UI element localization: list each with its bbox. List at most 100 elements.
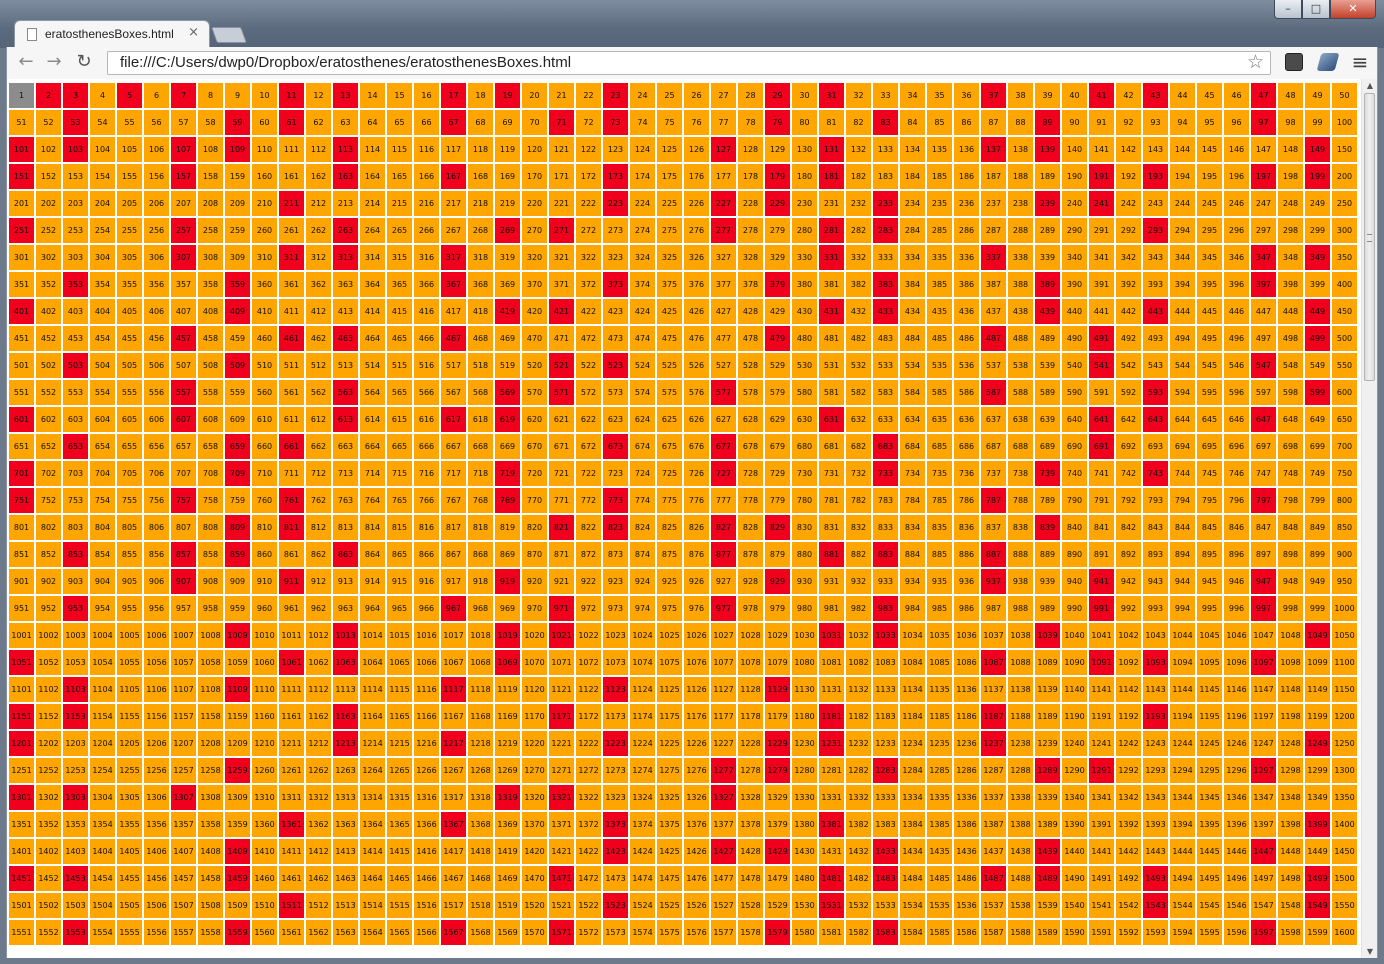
number-box: 1019	[495, 623, 520, 648]
number-box: 586	[954, 380, 979, 405]
url-text[interactable]: file:///C:/Users/dwp0/Dropbox/eratosthen…	[120, 54, 572, 71]
number-box: 350	[1332, 245, 1357, 270]
number-box: 531	[819, 353, 844, 378]
number-box: 395	[1197, 272, 1222, 297]
number-box: 761	[279, 488, 304, 513]
extension-icon[interactable]	[1285, 53, 1303, 71]
number-box: 1397	[1251, 812, 1276, 837]
scroll-down-icon[interactable]: ▼	[1366, 947, 1374, 956]
vertical-scrollbar[interactable]: ▲ ▼	[1361, 79, 1377, 959]
number-box: 357	[171, 272, 196, 297]
number-box: 718	[468, 461, 493, 486]
number-box: 91	[1089, 110, 1114, 135]
scroll-thumb[interactable]	[1364, 93, 1375, 381]
number-box: 294	[1170, 218, 1195, 243]
number-box: 879	[765, 542, 790, 567]
number-box: 1290	[1062, 758, 1087, 783]
close-window-button[interactable]: ✕	[1330, 0, 1376, 19]
number-box: 1360	[252, 812, 277, 837]
number-box: 677	[711, 434, 736, 459]
number-box: 369	[495, 272, 520, 297]
new-tab-button[interactable]	[211, 27, 247, 43]
number-box: 237	[981, 191, 1006, 216]
number-box: 655	[117, 434, 142, 459]
number-box: 1434	[900, 839, 925, 864]
number-box: 1041	[1089, 623, 1114, 648]
number-box: 428	[738, 299, 763, 324]
number-box: 977	[711, 596, 736, 621]
number-box: 991	[1089, 596, 1114, 621]
tab-eratosthenes[interactable]: eratosthenesBoxes.html ×	[14, 20, 210, 48]
number-box: 94	[1170, 110, 1195, 135]
number-box: 973	[603, 596, 628, 621]
number-box: 1330	[792, 785, 817, 810]
reload-button[interactable]: ↻	[76, 51, 92, 72]
number-box: 430	[792, 299, 817, 324]
number-box: 1313	[333, 785, 358, 810]
number-box: 142	[1116, 137, 1141, 162]
number-box: 34	[900, 83, 925, 108]
number-box: 135	[927, 137, 952, 162]
number-box: 411	[279, 299, 304, 324]
number-box: 304	[90, 245, 115, 270]
number-box: 699	[1305, 434, 1330, 459]
number-box: 611	[279, 407, 304, 432]
number-box: 1204	[90, 731, 115, 756]
number-box: 479	[765, 326, 790, 351]
extension-book-icon[interactable]	[1316, 53, 1340, 71]
number-box: 828	[738, 515, 763, 540]
number-box: 1547	[1251, 893, 1276, 918]
forward-button[interactable]: →	[46, 51, 62, 72]
number-box: 543	[1143, 353, 1168, 378]
number-box: 627	[711, 407, 736, 432]
number-box: 1406	[144, 839, 169, 864]
menu-icon[interactable]: ≡	[1351, 50, 1369, 74]
number-box: 151	[9, 164, 34, 189]
address-bar[interactable]: file:///C:/Users/dwp0/Dropbox/eratosthen…	[107, 51, 1271, 75]
number-box: 280	[792, 218, 817, 243]
number-box: 1225	[657, 731, 682, 756]
number-box: 451	[9, 326, 34, 351]
number-box: 1079	[765, 650, 790, 675]
number-box: 144	[1170, 137, 1195, 162]
number-box: 490	[1062, 326, 1087, 351]
number-box: 1513	[333, 893, 358, 918]
number-box: 923	[603, 569, 628, 594]
bookmark-star-icon[interactable]: ☆	[1246, 51, 1264, 73]
number-box: 170	[522, 164, 547, 189]
number-box: 1384	[900, 812, 925, 837]
number-box: 180	[792, 164, 817, 189]
number-box: 1098	[1278, 650, 1303, 675]
number-box: 568	[468, 380, 493, 405]
number-box: 1104	[90, 677, 115, 702]
scroll-up-icon[interactable]: ▲	[1366, 81, 1374, 90]
maximize-button[interactable]: □	[1302, 0, 1330, 19]
number-box: 1402	[36, 839, 61, 864]
number-box: 497	[1251, 326, 1276, 351]
number-box: 1255	[117, 758, 142, 783]
number-box: 1288	[1008, 758, 1033, 783]
number-box: 1308	[198, 785, 223, 810]
number-box: 1221	[549, 731, 574, 756]
number-box: 381	[819, 272, 844, 297]
number-box: 1376	[684, 812, 709, 837]
number-box: 399	[1305, 272, 1330, 297]
number-box: 1521	[549, 893, 574, 918]
number-box: 1273	[603, 758, 628, 783]
number-box: 1493	[1143, 866, 1168, 891]
number-box: 127	[711, 137, 736, 162]
number-box: 1128	[738, 677, 763, 702]
number-box: 198	[1278, 164, 1303, 189]
number-box: 1108	[198, 677, 223, 702]
number-box: 215	[387, 191, 412, 216]
number-box: 739	[1035, 461, 1060, 486]
number-box: 345	[1197, 245, 1222, 270]
number-box: 453	[63, 326, 88, 351]
back-button[interactable]: ←	[18, 51, 34, 72]
number-box: 12	[306, 83, 331, 108]
number-box: 1540	[1062, 893, 1087, 918]
number-box: 688	[1008, 434, 1033, 459]
number-box: 854	[90, 542, 115, 567]
minimize-button[interactable]: –	[1274, 0, 1302, 19]
close-tab-icon[interactable]: ×	[188, 25, 199, 40]
